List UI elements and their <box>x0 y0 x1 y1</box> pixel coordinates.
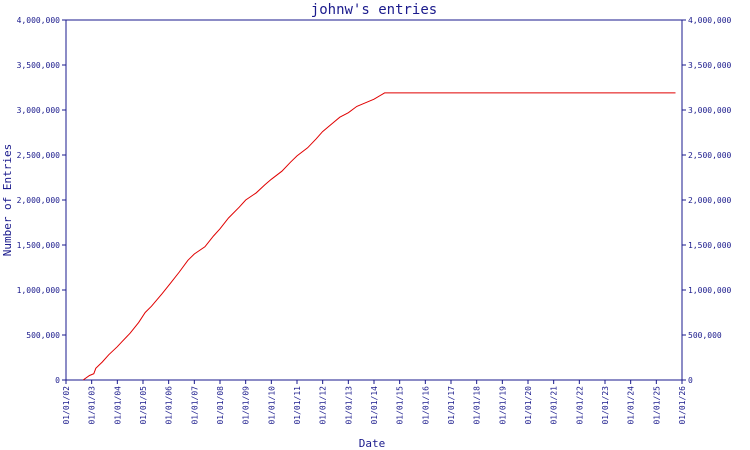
plot-area <box>82 92 676 381</box>
y-tick-label-left: 1,500,000 <box>17 241 61 250</box>
y-tick-label-right: 2,500,000 <box>688 151 732 160</box>
x-tick-label: 01/01/02 <box>62 386 71 425</box>
x-tick-label: 01/01/23 <box>601 386 610 425</box>
y-tick-label-left: 1,000,000 <box>17 286 61 295</box>
x-tick-label: 01/01/20 <box>524 386 533 425</box>
series-line <box>82 92 676 381</box>
x-tick-label: 01/01/12 <box>319 386 328 425</box>
y-axis-right: 0 500,000 1,000,000 1,500,000 2,000,000 2,500… <box>682 16 732 385</box>
x-tick-label: 01/01/09 <box>242 386 251 425</box>
x-tick-label: 01/01/14 <box>370 386 379 425</box>
y-tick-label-right: 4,000,000 <box>688 16 732 25</box>
y-tick-label-right: 1,000,000 <box>688 286 732 295</box>
x-tick-label: 01/01/22 <box>575 386 584 425</box>
x-tick-label: 01/01/08 <box>216 386 225 425</box>
x-tick-label: 01/01/24 <box>627 386 636 425</box>
x-tick-label: 01/01/03 <box>88 386 97 425</box>
x-tick-label: 01/01/07 <box>190 386 199 425</box>
chart-title: johnw's entries <box>311 2 437 18</box>
x-tick-label: 01/01/11 <box>293 386 302 425</box>
y-tick-label-left: 4,000,000 <box>17 16 61 25</box>
x-tick-label: 01/01/19 <box>498 386 507 425</box>
x-tick-label: 01/01/10 <box>267 386 276 425</box>
x-tick-label: 01/01/05 <box>139 386 148 425</box>
y-axis-label: Number of Entries <box>1 144 14 257</box>
y-tick-label-right: 500,000 <box>688 331 722 340</box>
y-tick-label-left: 500,000 <box>26 331 60 340</box>
x-tick-label: 01/01/06 <box>165 386 174 425</box>
x-tick-label: 01/01/16 <box>421 386 430 425</box>
x-tick-label: 01/01/26 <box>678 386 687 425</box>
x-tick-label: 01/01/17 <box>447 386 456 425</box>
y-tick-label-right: 3,500,000 <box>688 61 732 70</box>
x-tick-label: 01/01/18 <box>473 386 482 425</box>
x-tick-label: 01/01/15 <box>396 386 405 425</box>
y-tick-label-right: 1,500,000 <box>688 241 732 250</box>
y-tick-label-left: 2,500,000 <box>17 151 61 160</box>
plot-frame <box>65 19 683 381</box>
y-tick-label-right: 2,000,000 <box>688 196 732 205</box>
x-tick-label: 01/01/21 <box>550 386 559 425</box>
y-tick-label-left: 2,000,000 <box>17 196 61 205</box>
y-tick-label-right: 3,000,000 <box>688 106 732 115</box>
x-axis-label: Date <box>359 437 386 450</box>
x-tick-label: 01/01/25 <box>652 386 661 425</box>
x-tick-label: 01/01/13 <box>344 386 353 425</box>
y-tick-label-left: 3,000,000 <box>17 106 61 115</box>
axes-frame <box>65 19 683 381</box>
y-tick-label-right: 0 <box>688 376 693 385</box>
y-tick-label-left: 0 <box>55 376 60 385</box>
x-tick-label: 01/01/04 <box>113 386 122 425</box>
y-axis-left: 0 500,000 1,000,000 1,500,000 2,000,000 2,500… <box>17 16 66 385</box>
x-axis: 01/01/02 01/01/03 01/01/04 01/01/05 01/01/06… <box>62 380 687 425</box>
y-tick-label-left: 3,500,000 <box>17 61 61 70</box>
